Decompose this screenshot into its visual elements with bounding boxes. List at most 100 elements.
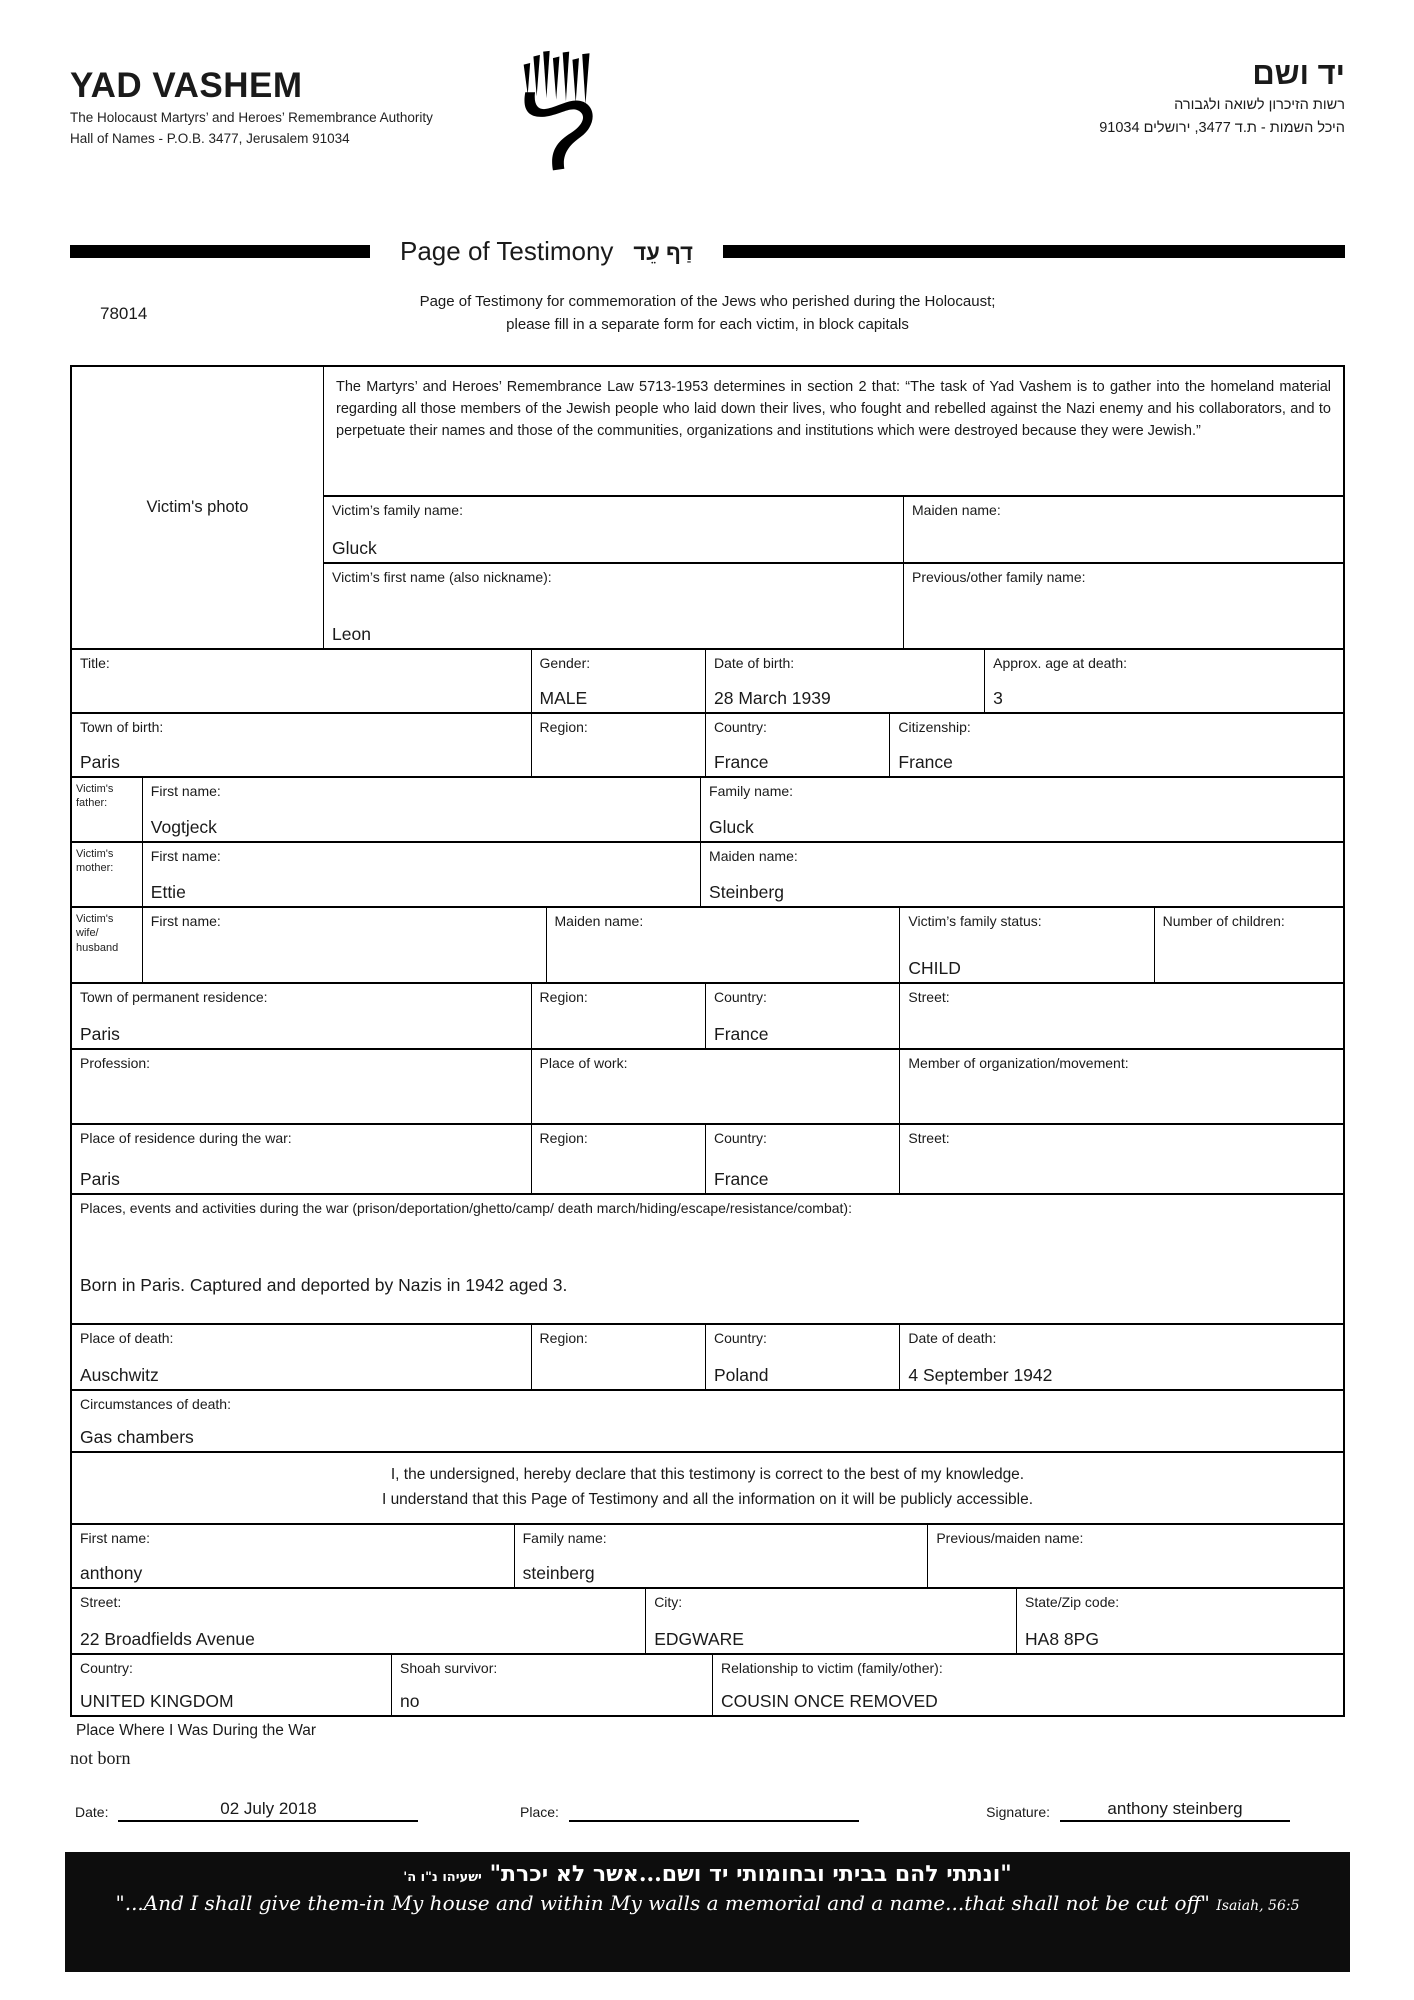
submitter-previous-name-field: Previous/maiden name: <box>927 1525 1343 1587</box>
birth-country-field: Country: France <box>705 714 889 776</box>
field-value: 3 <box>993 688 1003 708</box>
field-value: Gluck <box>709 817 754 837</box>
field-value: anthony <box>80 1563 143 1583</box>
field-value <box>1155 979 1343 982</box>
row-photo-and-names: Victim's photo The Martyrs’ and Heroes’ … <box>72 367 1343 648</box>
field-label: Circumstances of death: <box>80 1396 231 1412</box>
field-value: France <box>898 752 953 772</box>
title-band: Page of Testimony דַף עֵד <box>70 236 1345 267</box>
declaration-line-2: I understand that this Page of Testimony… <box>381 1491 1034 1508</box>
org-subtitle-2: Hall of Names - P.O.B. 3477, Jerusalem 9… <box>70 131 350 147</box>
title-bar-left <box>70 245 370 258</box>
field-value: Leon <box>332 624 371 644</box>
field-value <box>547 979 900 982</box>
place-label: Place: <box>520 1804 559 1820</box>
field-value: Auschwitz <box>80 1365 159 1385</box>
field-value <box>143 979 546 982</box>
citizenship-field: Citizenship: France <box>889 714 1343 776</box>
row-submitter-address: Street: 22 Broadfields Avenue City: EDGW… <box>72 1587 1343 1653</box>
war-residence-country-field: Country: France <box>705 1125 899 1193</box>
field-label: Town of birth: <box>80 719 164 735</box>
field-label: Number of children: <box>1162 913 1285 929</box>
spouse-maiden-name-field: Maiden name: <box>545 908 900 982</box>
row-town-of-birth: Town of birth: Paris Region: Country: Fr… <box>72 712 1343 776</box>
field-value <box>72 1120 531 1123</box>
place-value <box>568 1819 859 1822</box>
row-father: Victim's father: First name: Vogtjeck Fa… <box>72 776 1343 841</box>
row-circumstances: Circumstances of death: Gas chambers <box>72 1389 1343 1451</box>
mother-side-label: Victim's mother: <box>76 848 114 875</box>
field-value <box>532 1386 705 1389</box>
field-label: Country: <box>714 989 767 1005</box>
signature-value: anthony steinberg <box>1060 1799 1290 1822</box>
field-label: State/Zip code: <box>1025 1594 1120 1610</box>
row-permanent-residence: Town of permanent residence: Paris Regio… <box>72 982 1343 1048</box>
field-value: Poland <box>714 1365 769 1385</box>
field-label: Title: <box>80 655 110 671</box>
field-label: First name: <box>80 1530 151 1546</box>
field-label: Victim’s first name (also nickname): <box>332 569 552 585</box>
field-value: CHILD <box>908 958 961 978</box>
title-bar-right <box>722 245 1345 258</box>
father-side-label: Victim's father: <box>76 783 114 810</box>
row-war-residence: Place of residence during the war: Paris… <box>72 1123 1343 1193</box>
number-of-children-field: Number of children: <box>1153 908 1343 982</box>
field-label: Country: <box>80 1660 133 1676</box>
declaration-text: I, the undersigned, hereby declare that … <box>72 1453 1343 1523</box>
place-of-death-field: Place of death: Auschwitz <box>72 1325 531 1389</box>
field-value <box>900 1045 1343 1048</box>
date-label: Date: <box>75 1804 109 1820</box>
submitter-city-field: City: EDGWARE <box>645 1589 1016 1653</box>
instructions-line-2: please fill in a separate form for each … <box>506 316 909 334</box>
field-value: Gluck <box>332 538 377 558</box>
field-label: Street: <box>80 1594 122 1610</box>
death-country-field: Country: Poland <box>705 1325 899 1389</box>
form-number: 78014 <box>100 304 148 323</box>
field-label: First name: <box>150 783 221 799</box>
submitter-country-field: Country: UNITED KINGDOM <box>72 1655 391 1715</box>
birth-region-field: Region: <box>530 714 705 776</box>
victim-family-name-field: Victim’s family name: Gluck <box>323 497 903 562</box>
signature-row: Date: 02 July 2018 Place: Signature: ant… <box>70 1782 1345 1822</box>
field-value: Ettie <box>150 882 186 902</box>
field-value <box>532 1120 900 1123</box>
father-first-name-field: First name: Vogtjeck <box>141 778 700 841</box>
hebrew-quote-reference: ישעיהו נ"ו ה' <box>403 1870 482 1885</box>
field-label: Place of residence during the war: <box>80 1130 292 1146</box>
field-label: Country: <box>714 1330 767 1346</box>
row-place-of-death: Place of death: Auschwitz Region: Countr… <box>72 1323 1343 1389</box>
row-declaration: I, the undersigned, hereby declare that … <box>72 1451 1343 1523</box>
field-value <box>72 709 531 712</box>
row-profession: Profession: Place of work: Member of org… <box>72 1048 1343 1123</box>
victim-photo-label: Victim's photo <box>146 498 249 516</box>
field-value: Gas chambers <box>80 1427 194 1447</box>
field-value <box>900 1190 1343 1193</box>
field-label: Street: <box>908 989 950 1005</box>
field-value <box>904 559 1343 562</box>
field-value: Steinberg <box>709 882 784 902</box>
town-of-birth-field: Town of birth: Paris <box>72 714 531 776</box>
spouse-first-name-field: First name: <box>141 908 546 982</box>
place-of-work-field: Place of work: <box>530 1050 900 1123</box>
circumstances-of-death-field: Circumstances of death: Gas chambers <box>72 1391 1343 1451</box>
org-subtitle-2-hebrew: היכל השמות - ת.ד 3477, ירושלים 91034 <box>1099 120 1345 137</box>
field-value <box>532 1045 705 1048</box>
field-label: Street: <box>908 1130 950 1146</box>
submitter-street-field: Street: 22 Broadfields Avenue <box>72 1589 645 1653</box>
father-family-name-field: Family name: Gluck <box>700 778 1343 841</box>
field-label: Previous/other family name: <box>912 569 1086 585</box>
page-title-hebrew: דַף עֵד <box>633 240 693 265</box>
field-value: France <box>714 1169 769 1189</box>
field-value <box>532 773 705 776</box>
death-region-field: Region: <box>530 1325 705 1389</box>
war-residence-town-field: Place of residence during the war: Paris <box>72 1125 531 1193</box>
field-label: Relationship to victim (family/other): <box>720 1660 943 1676</box>
english-quote-line: "...And I shall give them-in My house an… <box>65 1891 1350 1915</box>
field-label: Victim’s family name: <box>332 502 463 518</box>
victim-previous-family-name-field: Previous/other family name: <box>903 564 1343 648</box>
field-label: Place of work: <box>539 1055 628 1071</box>
declaration-line-1: I, the undersigned, hereby declare that … <box>390 1466 1025 1484</box>
field-label: Region: <box>539 1330 588 1346</box>
field-value <box>532 1190 705 1193</box>
row-mother: Victim's mother: First name: Ettie Maide… <box>72 841 1343 906</box>
